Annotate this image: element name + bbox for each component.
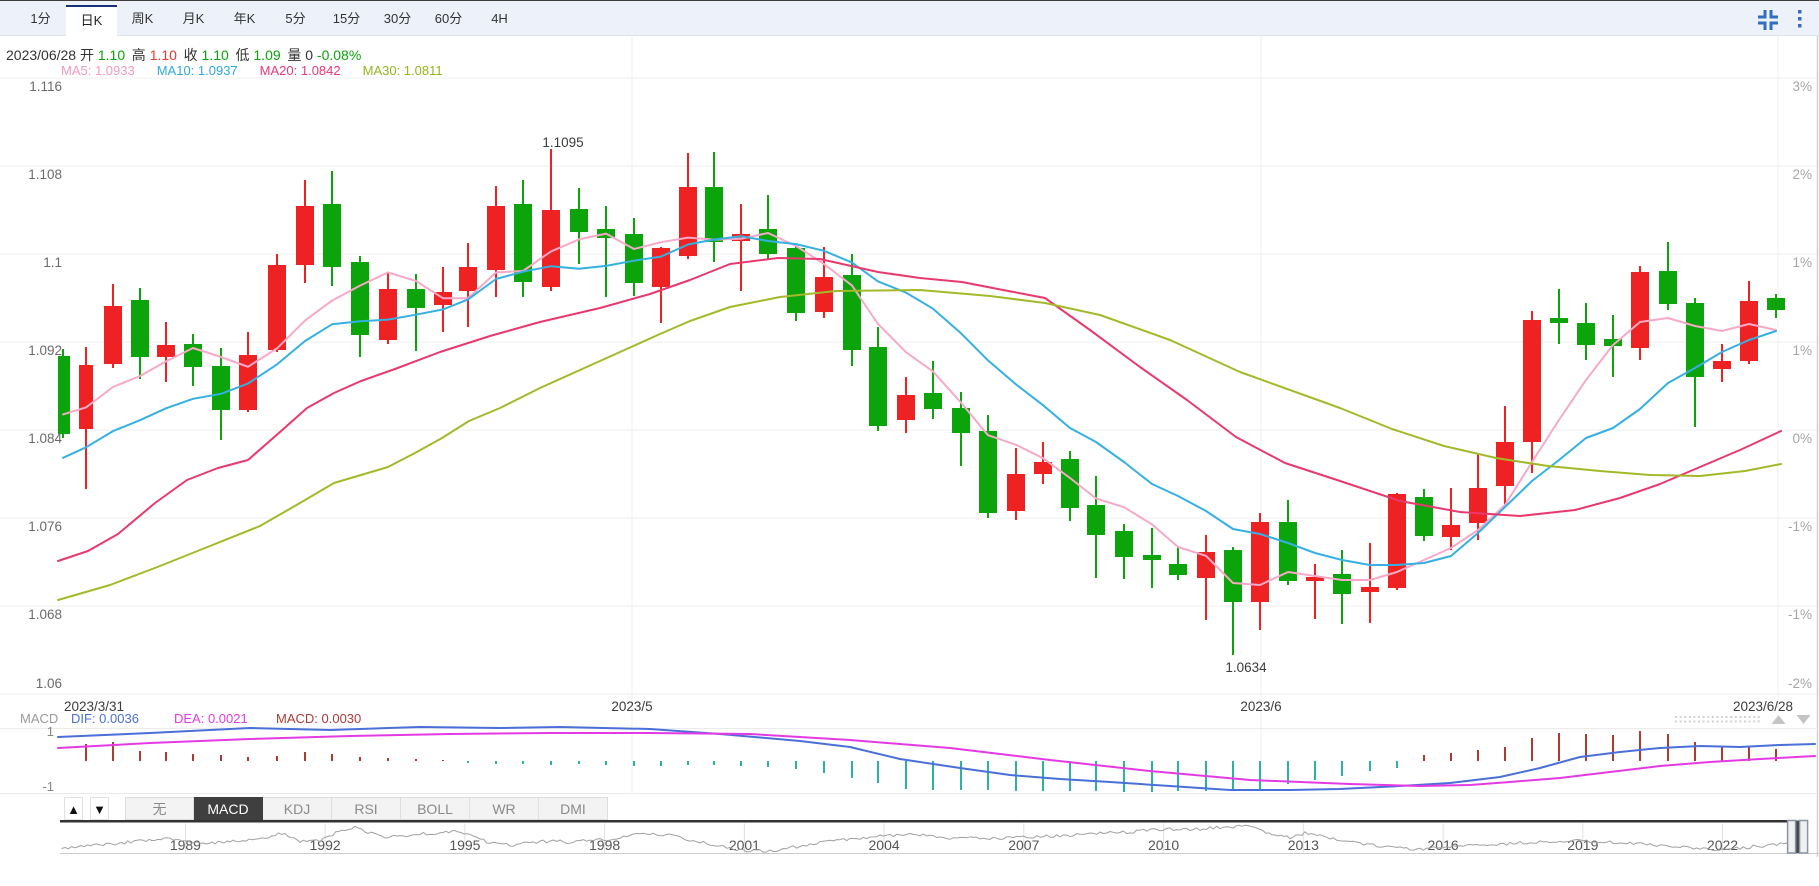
svg-text:2001: 2001 <box>729 837 760 853</box>
svg-text:1998: 1998 <box>589 837 620 853</box>
svg-text:2016: 2016 <box>1428 837 1459 853</box>
svg-text:-2%: -2% <box>1788 676 1812 691</box>
svg-text:3%: 3% <box>1792 79 1812 94</box>
svg-text:2007: 2007 <box>1008 837 1039 853</box>
svg-text:1: 1 <box>47 724 54 739</box>
svg-text:1.116: 1.116 <box>29 79 62 94</box>
svg-text:1992: 1992 <box>310 837 341 853</box>
svg-text:-1%: -1% <box>1788 519 1812 534</box>
svg-text:1.108: 1.108 <box>28 167 62 182</box>
svg-text:2023/6/28: 2023/6/28 <box>1733 699 1793 714</box>
svg-text:2023/5: 2023/5 <box>611 699 652 714</box>
svg-text:1.1095: 1.1095 <box>542 135 583 150</box>
svg-text:1.092: 1.092 <box>28 343 62 358</box>
svg-text:1.076: 1.076 <box>28 519 62 534</box>
svg-text:1%: 1% <box>1792 255 1812 270</box>
svg-text:1.084: 1.084 <box>28 431 62 446</box>
svg-text:1%: 1% <box>1792 343 1812 358</box>
svg-text:1.068: 1.068 <box>28 607 62 622</box>
svg-text:1.1: 1.1 <box>43 255 62 270</box>
svg-text:1995: 1995 <box>449 837 480 853</box>
svg-text:1989: 1989 <box>170 837 201 853</box>
svg-text:-1%: -1% <box>1788 607 1812 622</box>
svg-text:2023/3/31: 2023/3/31 <box>64 699 124 714</box>
svg-text:-1: -1 <box>42 779 54 794</box>
svg-text:2%: 2% <box>1792 167 1812 182</box>
svg-text:2004: 2004 <box>869 837 900 853</box>
svg-text:2019: 2019 <box>1567 837 1598 853</box>
svg-text:0%: 0% <box>1792 431 1812 446</box>
svg-text:2013: 2013 <box>1288 837 1319 853</box>
svg-text:1.0634: 1.0634 <box>1225 660 1267 675</box>
svg-text:1.06: 1.06 <box>36 676 62 691</box>
svg-text:2010: 2010 <box>1148 837 1179 853</box>
svg-text:2022: 2022 <box>1707 837 1738 853</box>
svg-text:2023/6: 2023/6 <box>1240 699 1281 714</box>
